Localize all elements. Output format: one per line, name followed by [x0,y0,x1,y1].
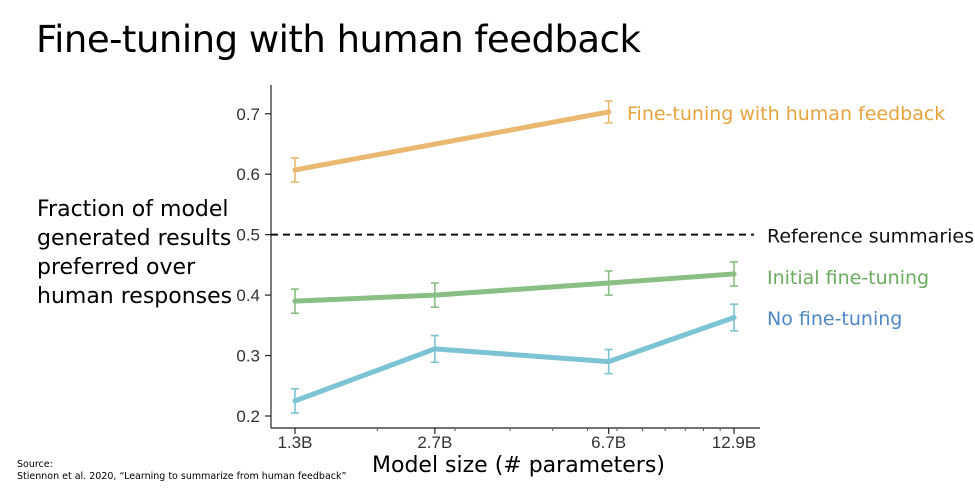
source-reference: Stiennon et al. 2020, “Learning to summa… [17,471,347,482]
y-tick-label: 0.3 [236,347,260,366]
data-point [292,167,298,173]
series-label: Fine-tuning with human feedback [627,103,945,125]
y-axis-label: Fraction of model generated results pref… [37,195,232,311]
x-tick-label: 2.7B [417,433,452,452]
y-tick-label: 0.4 [236,286,260,305]
y-axis-label-line: human responses [37,284,233,309]
x-axis-label: Model size (# parameters) [372,453,665,478]
y-axis-label-line: preferred over [37,255,196,280]
y-tick-label: 0.2 [236,407,260,426]
y-axis-label-line: Fraction of model [37,197,229,222]
data-point [606,359,612,365]
data-point [606,280,612,286]
page-title: Fine-tuning with human feedback [36,18,641,61]
series-line [292,109,612,173]
series-label: Initial fine-tuning [767,267,929,289]
series-label: No fine-tuning [767,308,902,330]
y-tick-label: 0.5 [236,226,260,245]
data-point [432,346,438,352]
data-point [292,298,298,304]
source-citation: Source: Stiennon et al. 2020, “Learning … [17,459,346,483]
data-point [292,398,298,404]
y-tick-label: 0.7 [236,105,260,124]
data-point [731,271,737,277]
series-line [292,314,737,404]
y-axis-label-line: generated results [37,226,232,251]
data-point [432,292,438,298]
y-tick-label: 0.6 [236,165,260,184]
source-heading: Source: [17,459,53,470]
x-tick-label: 12.9B [712,433,756,452]
series-line [292,271,737,304]
x-tick-label: 6.7B [591,433,626,452]
data-point [731,314,737,320]
reference-label: Reference summaries [767,226,974,248]
data-point [606,109,612,115]
x-tick-label: 1.3B [278,433,313,452]
